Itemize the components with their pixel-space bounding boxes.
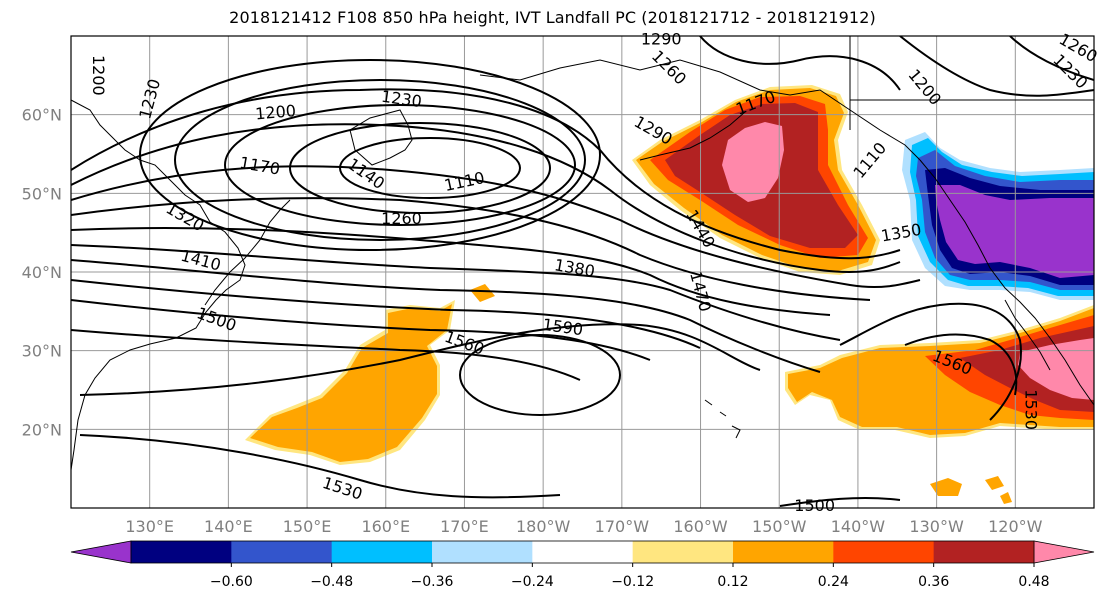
colorbar-extend-high xyxy=(1033,540,1095,564)
contour-1260 xyxy=(71,88,901,260)
colorbar-segment xyxy=(532,541,634,563)
lon-tick-label: 170°E xyxy=(440,517,489,536)
hudson-border xyxy=(849,36,1094,130)
lat-tick-label: 40°N xyxy=(22,263,62,282)
contour-high-1590 xyxy=(459,334,621,416)
aleutians xyxy=(639,111,746,161)
ivt-shading xyxy=(245,85,1094,504)
colorbar-tick-label: 0.12 xyxy=(717,574,748,590)
ivt-positive-subtrop-patch1 xyxy=(930,478,962,496)
colorbar-tick-label: −0.48 xyxy=(310,574,353,590)
longitude-tick-labels: 130°E 140°E 150°E 160°E 170°E 180°W 170°W 160°W… xyxy=(125,517,1042,536)
lon-tick-label: 160°W xyxy=(673,517,728,536)
colorbar-segment xyxy=(331,541,433,563)
baja-coast xyxy=(1004,299,1051,371)
asia-coast xyxy=(71,99,246,471)
contour-1500-south xyxy=(779,496,901,507)
colorbar-segment xyxy=(432,541,533,563)
ivt-positive-subtrop-patch3 xyxy=(1000,492,1012,504)
contour-1470 xyxy=(71,279,701,349)
ivt-negative-west-purple xyxy=(935,185,1094,278)
contour-label: 1290 xyxy=(641,30,682,49)
colorbar-tick-label: −0.24 xyxy=(511,574,554,590)
lon-tick-label: 140°E xyxy=(204,517,253,536)
colorbar: −0.60 −0.48 −0.36 −0.24 −0.12 0.12 0.24 0.36 0.4… xyxy=(70,540,1095,590)
contour-1290 xyxy=(71,123,901,273)
lon-tick-label: 150°W xyxy=(752,517,807,536)
lon-tick-label: 160°E xyxy=(361,517,410,536)
colorbar-tick-label: −0.60 xyxy=(210,574,253,590)
contour-label: 1530 xyxy=(1022,389,1041,430)
lon-tick-label: 130°E xyxy=(125,517,174,536)
colorbar-segment xyxy=(231,541,333,563)
colorbar-segment xyxy=(833,541,935,563)
lat-tick-label: 20°N xyxy=(22,420,62,439)
contour-ne-1 xyxy=(699,36,901,91)
contour-label: 1200 xyxy=(89,55,108,96)
latitude-tick-labels: 20°N 30°N 40°N 50°N 60°N xyxy=(22,106,62,440)
contour-ne-3 xyxy=(1009,36,1094,81)
na-west-coast xyxy=(919,159,1094,406)
hawaii xyxy=(704,399,741,439)
colorbar-extend-low xyxy=(70,540,132,564)
contour-low-1200 xyxy=(174,79,586,241)
contour-low-1140 xyxy=(289,122,551,214)
japan-coast xyxy=(204,199,291,306)
colorbar-tick-label: 0.36 xyxy=(918,574,949,590)
contour-label: 1260 xyxy=(381,209,422,228)
height-contours xyxy=(71,36,1094,507)
lat-tick-label: 50°N xyxy=(22,184,62,203)
contour-1560 xyxy=(79,323,761,396)
contour-low-1170 xyxy=(224,104,576,226)
contour-1380 xyxy=(71,227,831,316)
colorbar-segment xyxy=(933,541,1035,563)
lon-tick-label: 130°W xyxy=(909,517,964,536)
contour-ne-2 xyxy=(899,36,1094,97)
lon-tick-label: 120°W xyxy=(988,517,1043,536)
contour-1440 xyxy=(71,259,821,373)
colorbar-tick-label: 0.48 xyxy=(1018,574,1049,590)
contour-1530-south xyxy=(79,434,561,499)
contour-1320 xyxy=(71,165,921,289)
colorbar-tick-label: −0.12 xyxy=(611,574,654,590)
contour-low-1110 xyxy=(339,137,521,199)
contour-label: 1200 xyxy=(254,101,296,123)
colorbar-segment xyxy=(131,541,232,563)
lon-tick-label: 140°W xyxy=(831,517,886,536)
coastlines xyxy=(71,36,1094,471)
colorbar-tick-label: 0.24 xyxy=(818,574,849,590)
lon-tick-label: 170°W xyxy=(595,517,650,536)
contour-label: 1500 xyxy=(794,496,835,515)
lat-tick-label: 30°N xyxy=(22,342,62,361)
lat-tick-label: 60°N xyxy=(22,106,62,125)
colorbar-outline xyxy=(130,540,1035,564)
map-frame xyxy=(70,35,1095,509)
colorbar-segment xyxy=(632,541,734,563)
ivt-positive-wpac-patch1 xyxy=(470,284,495,302)
contour-1530 xyxy=(71,329,581,381)
ivt-positive-gulf-pink xyxy=(722,122,784,202)
lon-tick-label: 180°W xyxy=(516,517,571,536)
lon-tick-label: 150°E xyxy=(283,517,332,536)
contour-1350 xyxy=(71,197,871,301)
ivt-positive-subtrop-pink xyxy=(1018,338,1094,400)
ivt-positive-wpac-orange xyxy=(250,304,452,462)
alaska-coast xyxy=(479,59,921,161)
contour-east-2 xyxy=(904,333,1018,396)
map-title: 2018121412 F108 850 hPa height, IVT Land… xyxy=(229,8,876,27)
contour-1410 xyxy=(71,244,841,341)
ivt-positive-subtrop-patch2 xyxy=(985,476,1004,490)
colorbar-segment xyxy=(733,541,834,563)
colorbar-tick-label: −0.36 xyxy=(411,574,454,590)
